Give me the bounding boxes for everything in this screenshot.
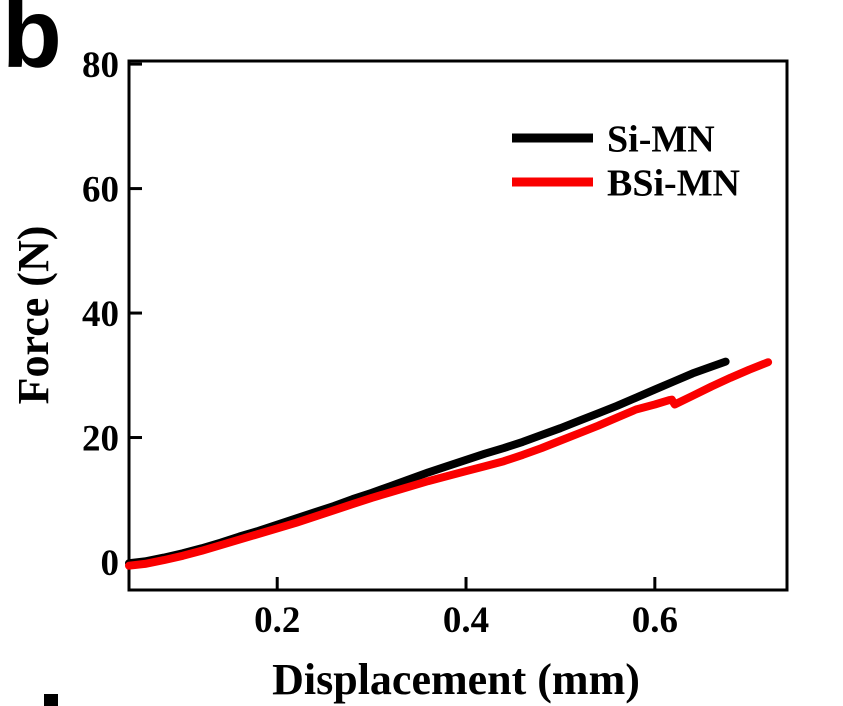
y-tick-label: 0 [101, 543, 120, 584]
y-tick-label: 20 [82, 418, 119, 459]
x-axis-title: Displacement (mm) [272, 655, 640, 704]
x-tick-label: 0.4 [443, 600, 489, 641]
axis-ticks [129, 62, 657, 590]
data-curves [125, 357, 773, 570]
y-axis-title: Force (N) [9, 226, 58, 405]
curve-si-mn [125, 357, 730, 568]
panel-label: b [2, 0, 62, 88]
legend: Si-MN BSi-MN [512, 118, 740, 204]
y-tick-label: 40 [82, 294, 119, 335]
curve-bsi-mn [125, 358, 773, 570]
y-tick-label: 60 [82, 170, 119, 211]
y-tick-label: 80 [82, 45, 119, 86]
x-tick-label: 0.2 [254, 600, 300, 641]
plot-frame [127, 59, 789, 592]
legend-label-bsi-mn: BSi-MN [607, 162, 740, 204]
x-tick-label: 0.6 [632, 600, 678, 641]
axis-tick-labels: 0.2 0.4 0.6 0 20 40 60 80 [82, 45, 678, 641]
legend-label-si-mn: Si-MN [607, 118, 715, 160]
next-panel-letter-crop [44, 694, 58, 706]
